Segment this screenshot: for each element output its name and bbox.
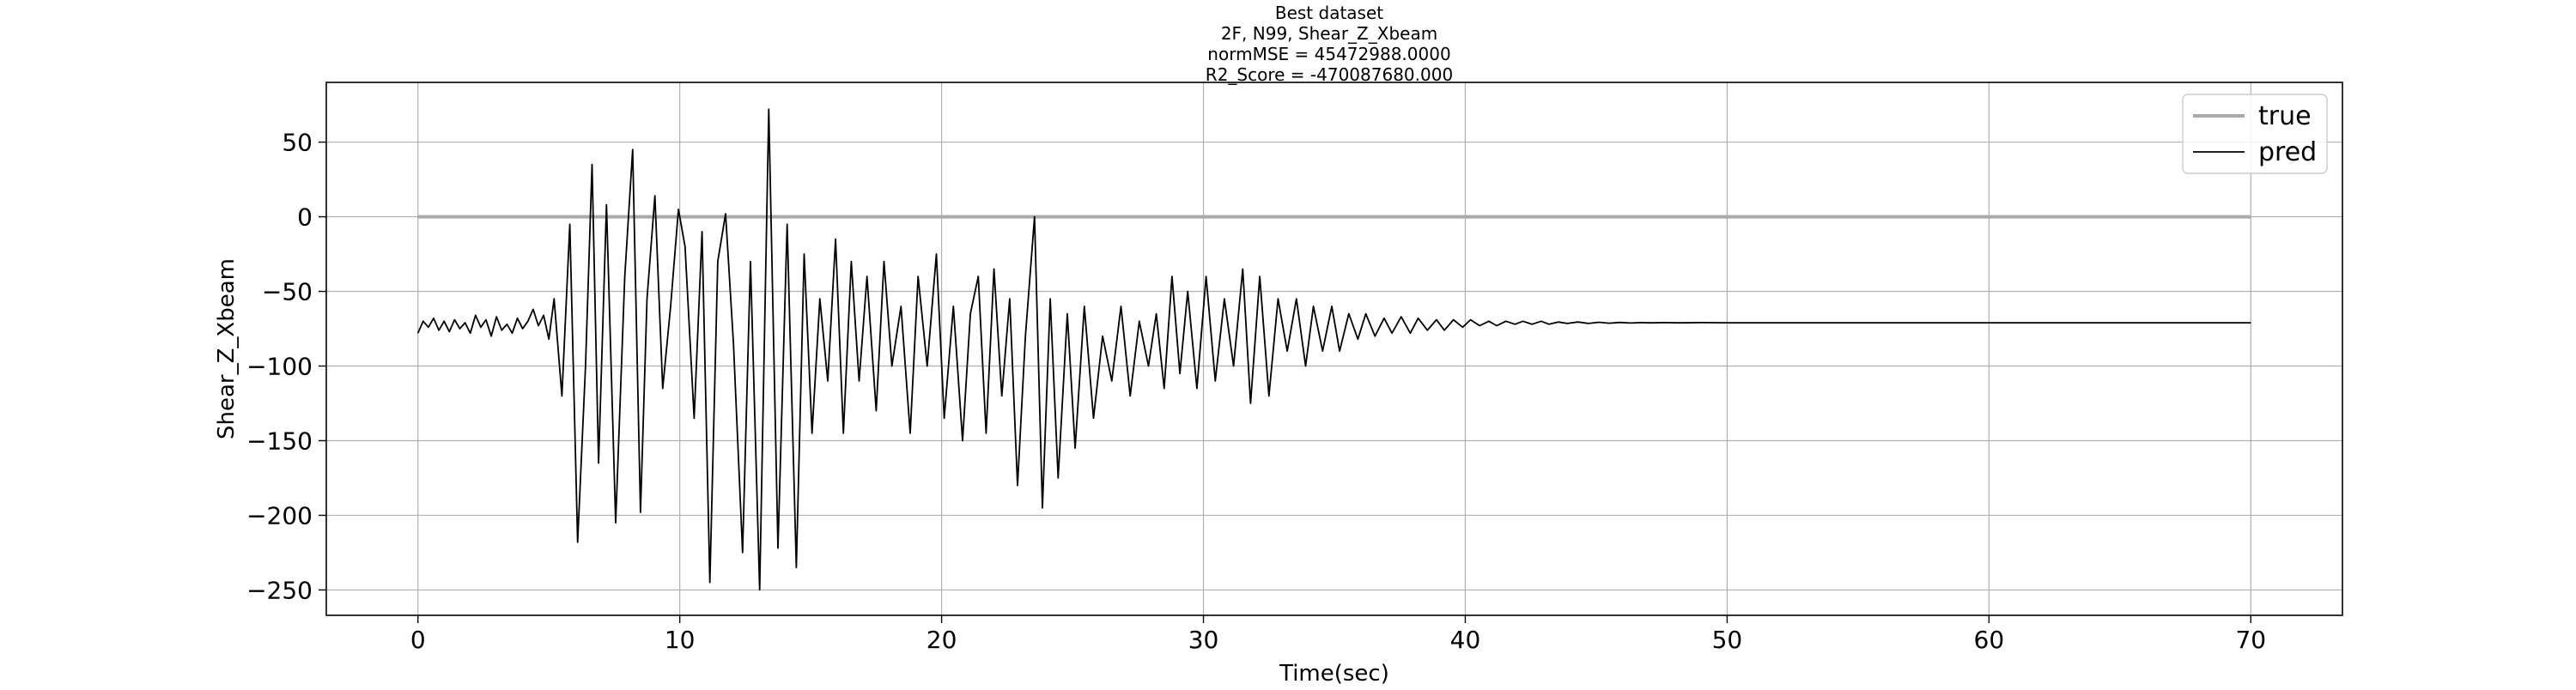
chart-title-line: 2F, N99, Shear_Z_Xbeam xyxy=(1221,23,1437,44)
axis-ticks: 0 10 20 30 40 50 60 70 50 0 −50 −100 −150 −200 −250 xyxy=(246,129,2266,654)
y-tick-label: −150 xyxy=(246,427,313,455)
legend: true pred xyxy=(2182,94,2328,174)
y-tick-label: −50 xyxy=(262,278,313,306)
x-tick-label: 20 xyxy=(927,626,957,654)
legend-label: pred xyxy=(2258,137,2317,167)
plot-area-frame xyxy=(325,82,2343,616)
x-tick-label: 50 xyxy=(1712,626,1743,654)
chart-title-line: normMSE = 45472988.0000 xyxy=(1207,44,1450,64)
x-axis-label: Time(sec) xyxy=(1279,661,1389,687)
chart-title-line: R2_Score = -470087680.000 xyxy=(1206,64,1453,85)
x-tick-label: 70 xyxy=(2235,626,2266,654)
grid xyxy=(326,82,2342,615)
y-tick-label: −250 xyxy=(246,576,313,604)
series-lines xyxy=(416,108,2251,591)
x-tick-label: 0 xyxy=(410,626,426,654)
x-tick-label: 40 xyxy=(1450,626,1481,654)
x-tick-label: 10 xyxy=(665,626,696,654)
x-tick-label: 60 xyxy=(1974,626,2005,654)
y-tick-label: 0 xyxy=(297,203,313,232)
y-axis-label: Shear_Z_Xbeam xyxy=(214,258,240,439)
x-tick-label: 30 xyxy=(1188,626,1219,654)
series-line-pred xyxy=(416,108,2251,591)
chart-title-line: Best dataset xyxy=(1275,3,1383,23)
y-tick-label: −200 xyxy=(246,501,313,530)
y-tick-label: 50 xyxy=(282,129,313,157)
legend-label: true xyxy=(2258,101,2312,131)
y-tick-label: −100 xyxy=(246,353,313,381)
